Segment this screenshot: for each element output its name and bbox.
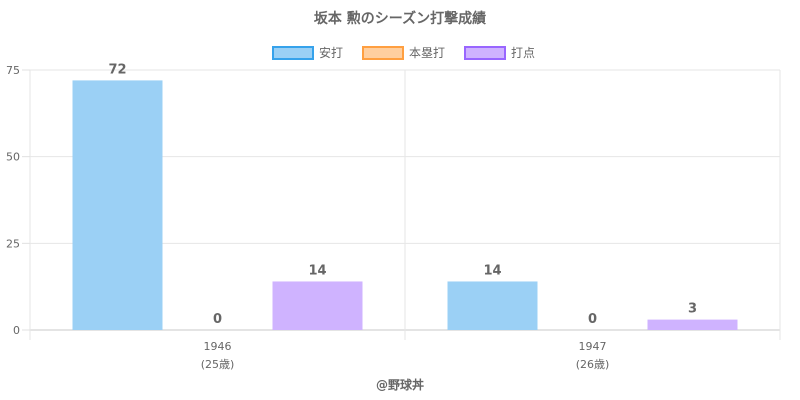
legend-swatch [362, 46, 404, 60]
y-tick-label: 75 [6, 64, 20, 77]
x-axis: 1946 (25歳) 1947 (26歳) [201, 340, 610, 371]
data-label: 72 [108, 62, 126, 77]
bar-1946-3 [272, 281, 363, 330]
legend-item-3[interactable]: 打点 [464, 46, 535, 60]
x-tick-sublabel: (26歳) [576, 358, 610, 371]
data-labels: 72 0 14 14 0 3 [108, 62, 697, 327]
x-tick-label: 1946 [204, 340, 232, 353]
bar-1947-3 [647, 319, 738, 330]
chart-title: 坂本 勲のシーズン打撃成績 [314, 10, 486, 27]
data-label: 14 [308, 263, 326, 278]
legend-swatch [464, 46, 506, 60]
bar-1947-1 [447, 281, 538, 330]
y-tick-label: 25 [6, 237, 20, 250]
legend[interactable]: 安打 本塁打 打点 [272, 45, 535, 60]
y-axis: 0 25 50 75 [6, 64, 30, 337]
bars [72, 80, 738, 331]
data-label: 0 [588, 312, 597, 327]
x-tick-label: 1947 [579, 340, 607, 353]
credit-text: @野球丼 [376, 377, 424, 392]
y-tick-label: 0 [13, 324, 20, 337]
legend-item-1[interactable]: 安打 [272, 45, 343, 60]
data-label: 3 [688, 302, 697, 317]
legend-item-2[interactable]: 本塁打 [362, 46, 445, 60]
data-label: 0 [213, 312, 222, 327]
legend-label: 打点 [511, 46, 535, 60]
bar-1946-1 [72, 80, 163, 331]
data-label: 14 [483, 263, 501, 278]
x-tick-sublabel: (25歳) [201, 358, 235, 371]
y-tick-label: 50 [6, 151, 20, 164]
legend-swatch [272, 46, 314, 60]
legend-label: 本塁打 [409, 46, 445, 60]
legend-label: 安打 [319, 45, 343, 60]
